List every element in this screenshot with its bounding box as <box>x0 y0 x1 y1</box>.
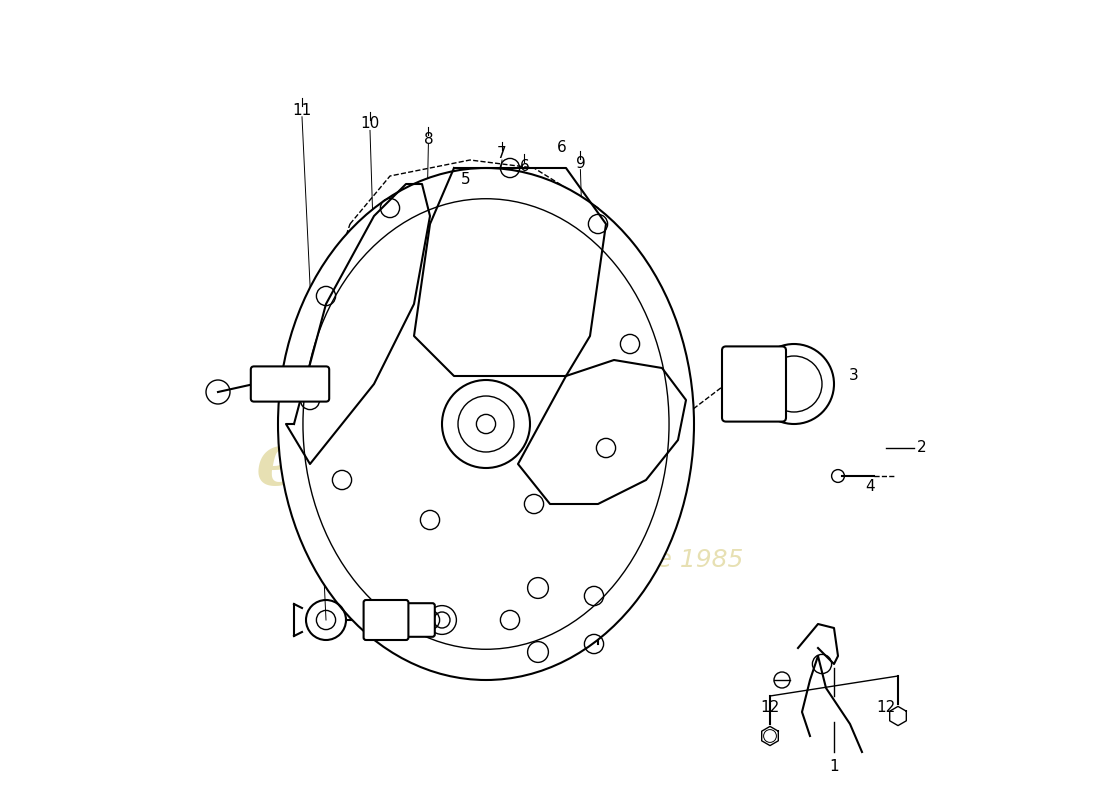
Text: 2: 2 <box>917 441 927 455</box>
Text: 1: 1 <box>829 759 839 774</box>
Text: 7: 7 <box>497 146 507 161</box>
Text: 12: 12 <box>760 701 780 715</box>
Text: 11: 11 <box>293 103 311 118</box>
Text: passion for parts since 1985: passion for parts since 1985 <box>388 548 744 572</box>
Text: 9: 9 <box>575 156 585 170</box>
Text: euroParts: euroParts <box>256 429 652 499</box>
Text: 6: 6 <box>519 159 529 174</box>
Text: 6: 6 <box>557 141 566 155</box>
Ellipse shape <box>302 198 669 650</box>
Text: 8: 8 <box>424 132 433 146</box>
Text: 3: 3 <box>849 369 859 383</box>
FancyBboxPatch shape <box>364 600 408 640</box>
Ellipse shape <box>278 168 694 680</box>
Text: 4: 4 <box>866 479 874 494</box>
FancyBboxPatch shape <box>722 346 786 422</box>
FancyBboxPatch shape <box>402 603 434 637</box>
Text: 10: 10 <box>361 117 379 131</box>
Text: 5: 5 <box>461 173 471 187</box>
FancyBboxPatch shape <box>251 366 329 402</box>
Text: 12: 12 <box>877 701 895 715</box>
